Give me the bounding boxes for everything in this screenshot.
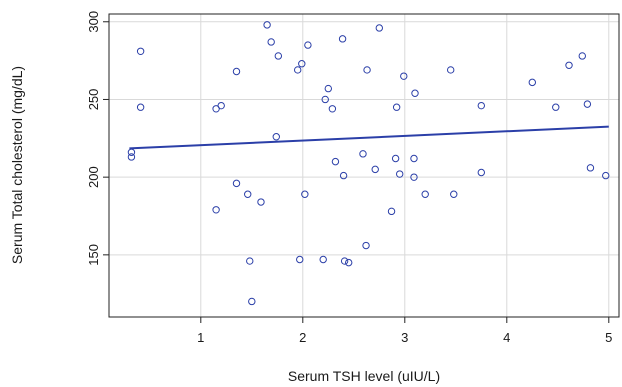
x-axis-title: Serum TSH level (uIU/L): [288, 368, 440, 384]
trend-line-layer: [129, 125, 609, 150]
data-point: [257, 198, 265, 206]
data-point: [477, 101, 485, 110]
data-point: [324, 84, 332, 93]
data-point: [248, 297, 256, 306]
data-point: [362, 241, 370, 250]
data-point: [410, 173, 418, 181]
data-point: [583, 100, 592, 108]
y-tick-label: 200: [86, 166, 101, 188]
data-point: [359, 150, 367, 158]
x-tick-label: 3: [401, 330, 408, 345]
data-point: [387, 207, 396, 216]
data-point: [267, 38, 275, 46]
y-tick-label: 150: [86, 244, 101, 266]
data-point: [528, 78, 536, 87]
data-point: [294, 66, 302, 74]
data-point: [552, 103, 560, 111]
plot-frame: [108, 13, 620, 318]
data-point: [246, 257, 254, 265]
data-point: [447, 66, 455, 74]
data-point: [319, 255, 327, 264]
data-point: [391, 154, 400, 163]
data-point: [345, 258, 353, 267]
y-axis-title: Serum Total cholesterol (mg/dL): [9, 66, 25, 264]
data-point: [331, 157, 340, 166]
data-point: [410, 154, 418, 163]
y-tick-label: 300: [86, 11, 101, 33]
data-point: [339, 171, 348, 180]
x-tick-label: 1: [197, 330, 204, 345]
y-axis: 150 200 250 300: [86, 11, 109, 266]
data-point: [371, 165, 379, 174]
data-point: [602, 171, 610, 180]
data-point: [321, 95, 329, 104]
data-points: [127, 21, 610, 306]
x-tick-label: 4: [503, 330, 510, 345]
x-tick-label: 2: [299, 330, 306, 345]
data-point: [396, 170, 404, 178]
data-point: [411, 89, 419, 97]
data-point: [272, 133, 280, 141]
data-point: [328, 105, 337, 113]
data-point: [127, 153, 136, 161]
x-tick-label: 5: [605, 330, 612, 345]
data-point: [304, 41, 312, 49]
data-point: [400, 72, 408, 80]
regression-line: [129, 125, 609, 150]
data-point: [375, 24, 383, 32]
grid-lines: [109, 14, 619, 317]
data-point: [578, 52, 586, 60]
data-point: [136, 47, 145, 55]
data-point: [212, 206, 220, 214]
data-point: [136, 103, 145, 111]
data-point: [450, 190, 458, 198]
data-point: [392, 103, 401, 111]
data-point: [127, 148, 136, 156]
data-point: [565, 61, 573, 69]
data-point: [477, 168, 485, 177]
data-point: [232, 67, 241, 76]
data-point: [217, 101, 225, 110]
data-point: [301, 190, 309, 198]
y-tick-label: 250: [86, 89, 101, 111]
x-axis: 1 2 3 4 5: [197, 317, 612, 345]
data-point: [263, 21, 271, 29]
data-point: [232, 179, 241, 188]
data-point: [274, 52, 283, 60]
data-point: [296, 255, 304, 264]
data-point: [340, 257, 349, 265]
data-point: [586, 164, 595, 172]
data-point: [421, 190, 429, 198]
data-point: [298, 60, 306, 68]
data-point: [244, 190, 252, 198]
data-point: [363, 66, 371, 74]
data-point: [338, 35, 347, 43]
